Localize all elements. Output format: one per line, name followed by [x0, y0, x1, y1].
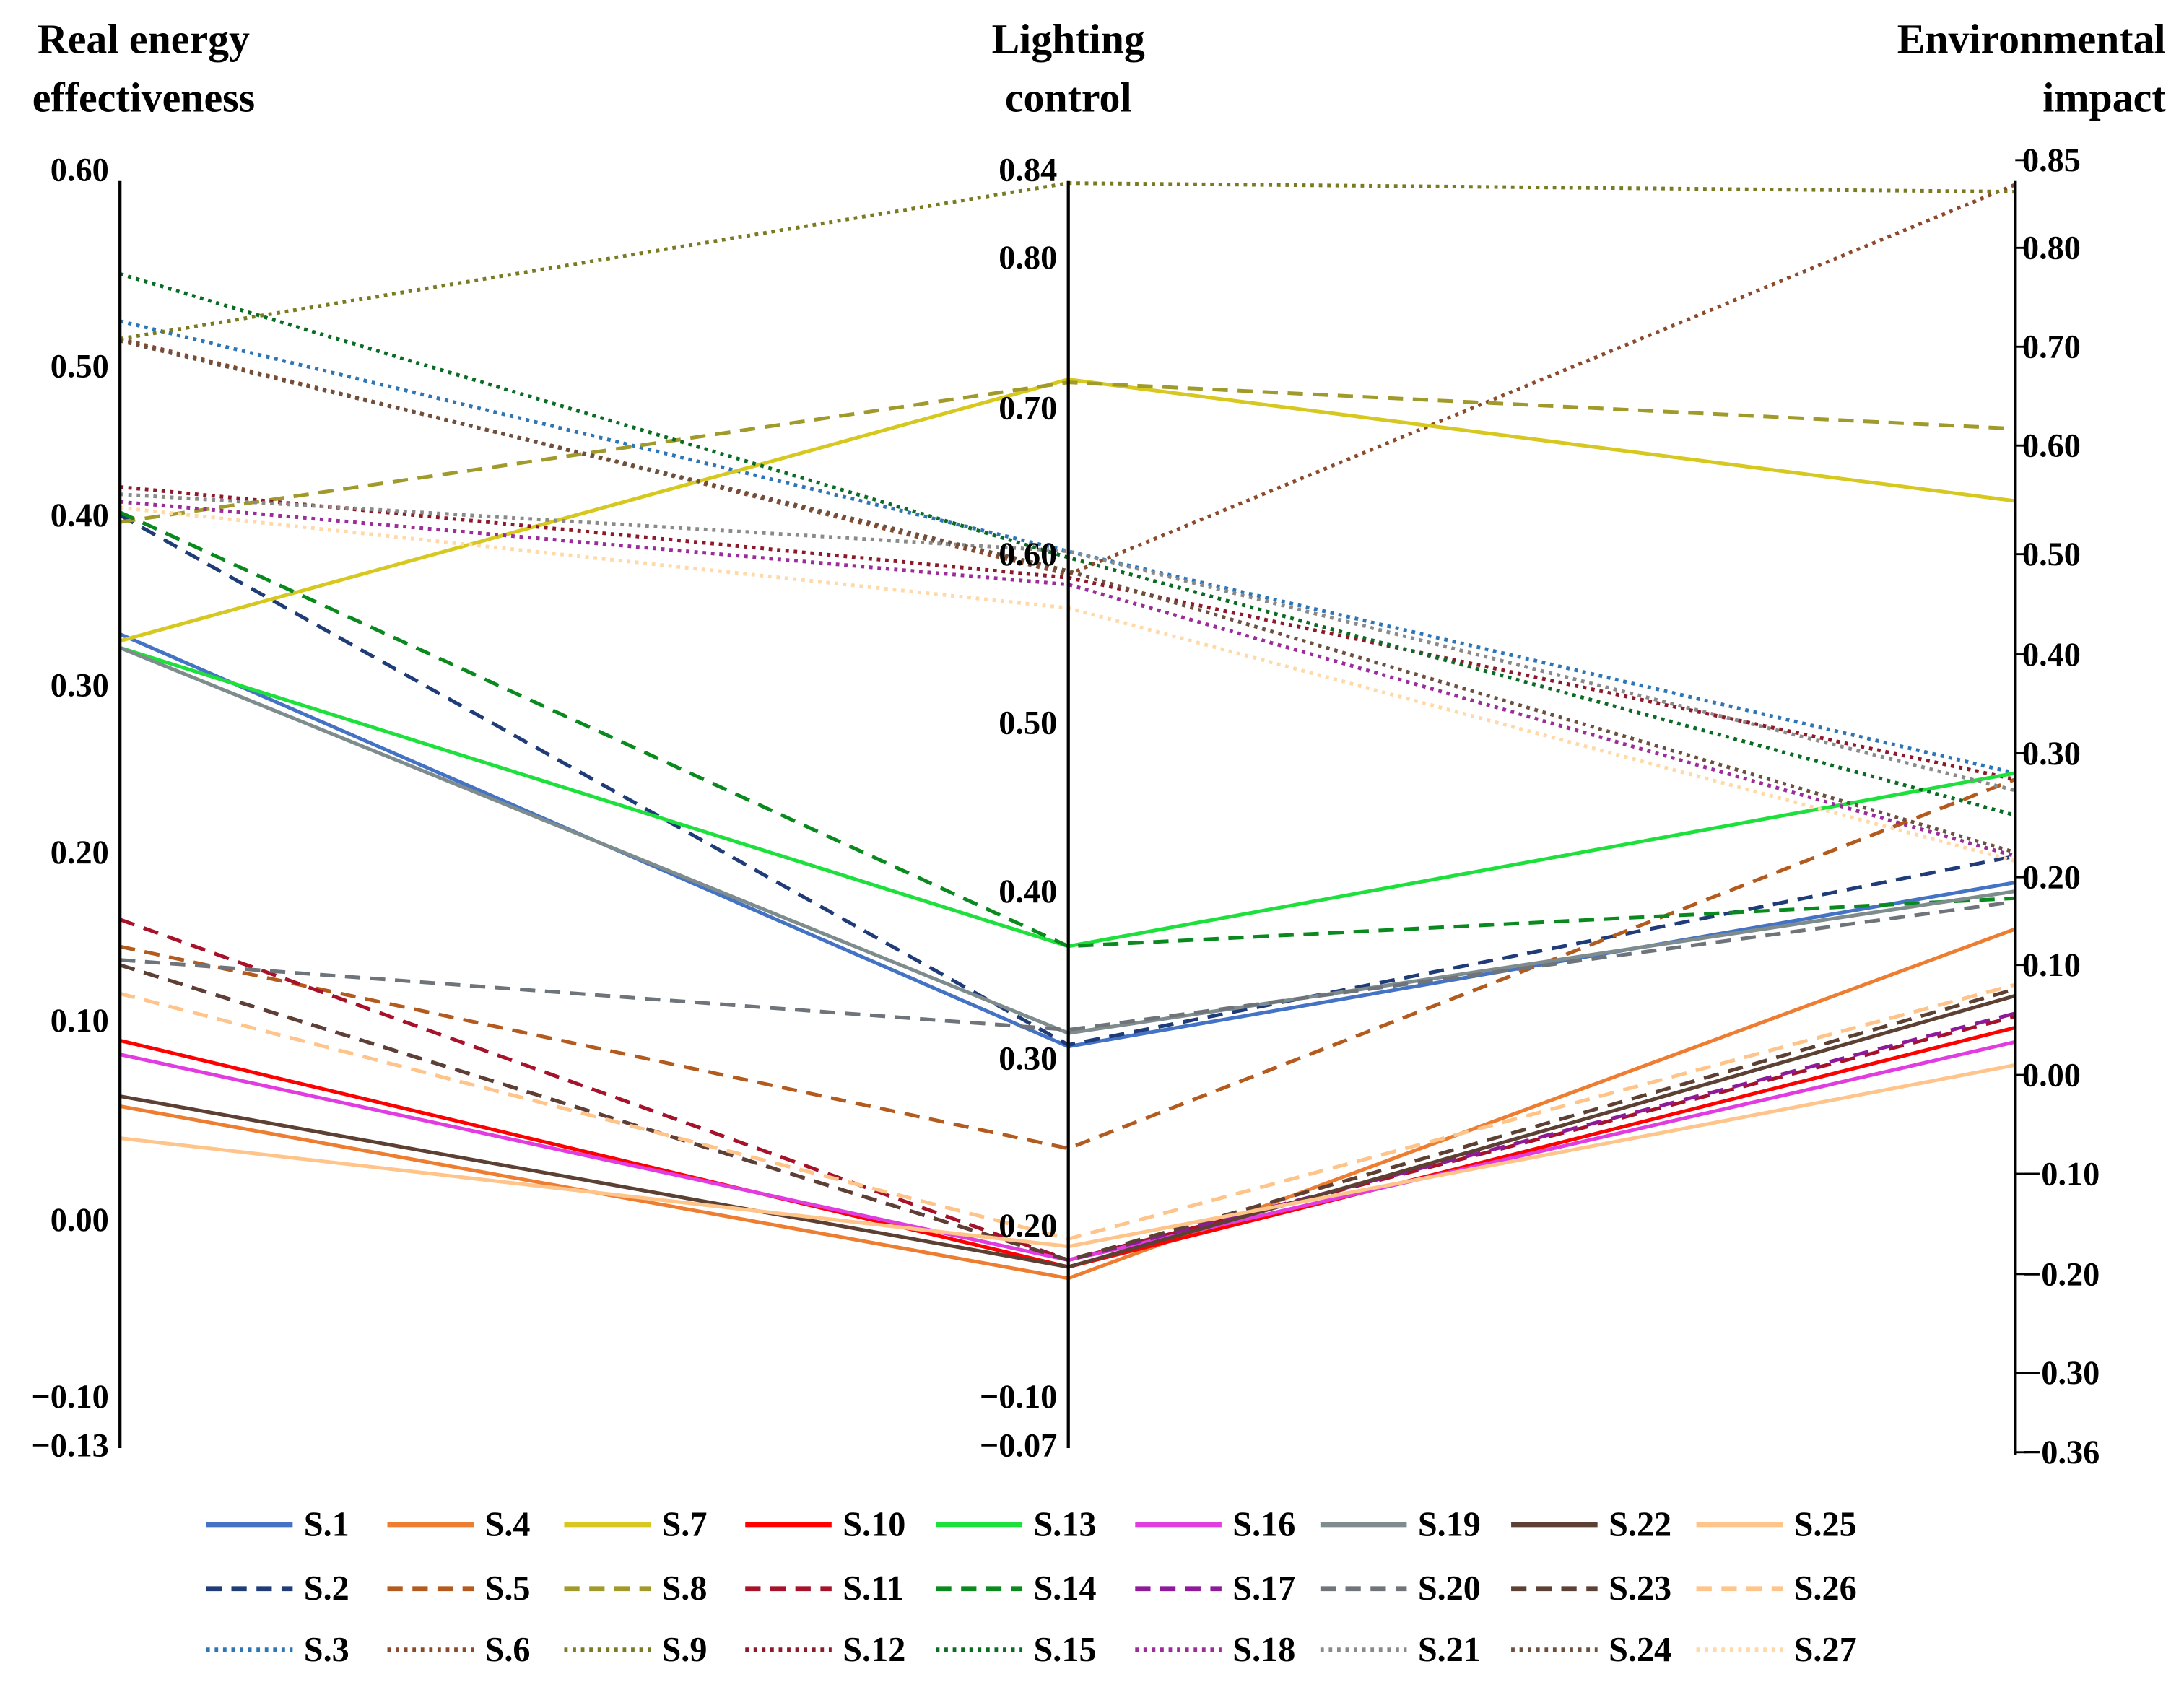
tick-label: 0.20	[2022, 860, 2081, 897]
legend-label: S.18	[1232, 1631, 1295, 1669]
axis-title: Lighting	[992, 15, 1145, 62]
legend-item: S.3	[206, 1631, 349, 1669]
legend-item: S.20	[1320, 1569, 1481, 1608]
legend-label: S.10	[843, 1505, 905, 1543]
tick-label: 0.30	[51, 667, 109, 704]
legend-label: S.2	[304, 1569, 349, 1608]
legend-item: S.1	[206, 1505, 349, 1543]
legend-item: S.23	[1511, 1569, 1671, 1608]
legend-label: S.11	[843, 1569, 903, 1608]
tick-label: −0.10	[980, 1379, 1057, 1416]
legend-label: S.16	[1232, 1505, 1295, 1543]
tick-label: −0.10	[31, 1379, 108, 1416]
tick-label: 0.85	[2022, 142, 2081, 179]
legend-label: S.5	[485, 1569, 531, 1608]
tick-label: 0.20	[999, 1208, 1057, 1245]
legend-item: S.26	[1696, 1569, 1857, 1608]
legend-item: S.21	[1320, 1631, 1481, 1669]
tick-label: 0.10	[2022, 947, 2081, 984]
legend-item: S.18	[1135, 1631, 1295, 1669]
legend-label: S.4	[485, 1505, 531, 1543]
legend-label: S.21	[1418, 1631, 1481, 1669]
tick-label: 0.60	[51, 152, 109, 189]
legend-item: S.27	[1696, 1631, 1857, 1669]
tick-label: 0.80	[999, 240, 1057, 276]
legend-item: S.13	[936, 1505, 1097, 1543]
legend-item: S.11	[745, 1569, 904, 1608]
legend-label: S.20	[1418, 1569, 1481, 1608]
tick-label: 0.10	[51, 1003, 109, 1040]
legend-item: S.22	[1511, 1505, 1671, 1543]
legend-label: S.27	[1794, 1631, 1857, 1669]
tick-label: 0.00	[2022, 1057, 2081, 1094]
legend: S.1 S.2 S.3 S.4 S.5 S.6 S.7 S.8 S.9 S.10 S.11 S.12 S…	[206, 1505, 1857, 1669]
axis-title: Real energy	[38, 15, 250, 62]
legend-item: S.19	[1320, 1505, 1481, 1543]
legend-label: S.26	[1794, 1569, 1857, 1608]
tick-label: 0.50	[999, 705, 1057, 741]
legend-label: S.14	[1033, 1569, 1096, 1608]
legend-item: S.12	[745, 1631, 905, 1669]
legend-item: S.5	[387, 1569, 531, 1608]
tick-label: 0.80	[2022, 230, 2081, 267]
legend-label: S.7	[661, 1505, 707, 1543]
tick-label: 0.30	[2022, 736, 2081, 772]
tick-label: 0.00	[51, 1202, 109, 1239]
axis-title: effectiveness	[32, 74, 255, 121]
tick-label: −0.20	[2022, 1256, 2100, 1293]
legend-label: S.15	[1033, 1631, 1096, 1669]
legend-label: S.13	[1033, 1505, 1096, 1543]
legend-label: S.8	[661, 1569, 707, 1608]
series-line-s3	[119, 319, 2016, 775]
tick-label: −0.30	[2022, 1355, 2100, 1392]
tick-label: −0.36	[2022, 1434, 2100, 1471]
legend-item: S.9	[564, 1631, 707, 1669]
legend-item: S.14	[936, 1569, 1097, 1608]
legend-label: S.17	[1232, 1569, 1295, 1608]
legend-label: S.6	[485, 1631, 531, 1669]
tick-label: 0.60	[999, 536, 1057, 573]
legend-item: S.16	[1135, 1505, 1295, 1543]
tick-label: 0.50	[51, 349, 109, 385]
tick-label: 0.70	[2022, 329, 2081, 366]
legend-item: S.15	[936, 1631, 1097, 1669]
tick-label: −0.10	[2022, 1156, 2100, 1193]
legend-label: S.3	[304, 1631, 349, 1669]
axis-title: Environmental	[1897, 15, 2166, 62]
legend-label: S.24	[1609, 1631, 1671, 1669]
tick-label: −0.13	[31, 1428, 108, 1465]
series-line-s23	[119, 963, 2016, 1263]
axis-title: control	[1005, 74, 1132, 121]
tick-label: 0.40	[999, 873, 1057, 910]
tick-label: −0.07	[980, 1428, 1057, 1465]
tick-label: 0.84	[999, 152, 1057, 189]
tick-label: 0.60	[2022, 428, 2081, 465]
axis-title: impact	[2042, 74, 2166, 121]
tick-label: 0.20	[51, 835, 109, 871]
tick-label: 0.50	[2022, 536, 2081, 573]
legend-label: S.25	[1794, 1505, 1857, 1543]
legend-item: S.25	[1696, 1505, 1857, 1543]
legend-item: S.2	[206, 1569, 349, 1608]
legend-item: S.7	[564, 1505, 707, 1543]
legend-item: S.24	[1511, 1631, 1671, 1669]
tick-label: 0.70	[999, 391, 1057, 427]
legend-label: S.22	[1609, 1505, 1671, 1543]
axes: Real energy effectiveness 0.60 0.50 0.40 0.30…	[31, 15, 2166, 1471]
legend-label: S.1	[304, 1505, 349, 1543]
legend-label: S.19	[1418, 1505, 1481, 1543]
legend-item: S.6	[387, 1631, 531, 1669]
legend-item: S.10	[745, 1505, 905, 1543]
legend-label: S.9	[661, 1631, 707, 1669]
tick-label: 0.40	[51, 497, 109, 534]
series-line-s20	[120, 899, 2016, 1032]
legend-item: S.4	[387, 1505, 531, 1543]
tick-label: 0.40	[2022, 637, 2081, 674]
legend-item: S.17	[1135, 1569, 1295, 1608]
legend-item: S.8	[564, 1569, 707, 1608]
legend-label: S.12	[843, 1631, 905, 1669]
legend-label: S.23	[1609, 1569, 1671, 1608]
tick-label: 0.30	[999, 1040, 1057, 1077]
